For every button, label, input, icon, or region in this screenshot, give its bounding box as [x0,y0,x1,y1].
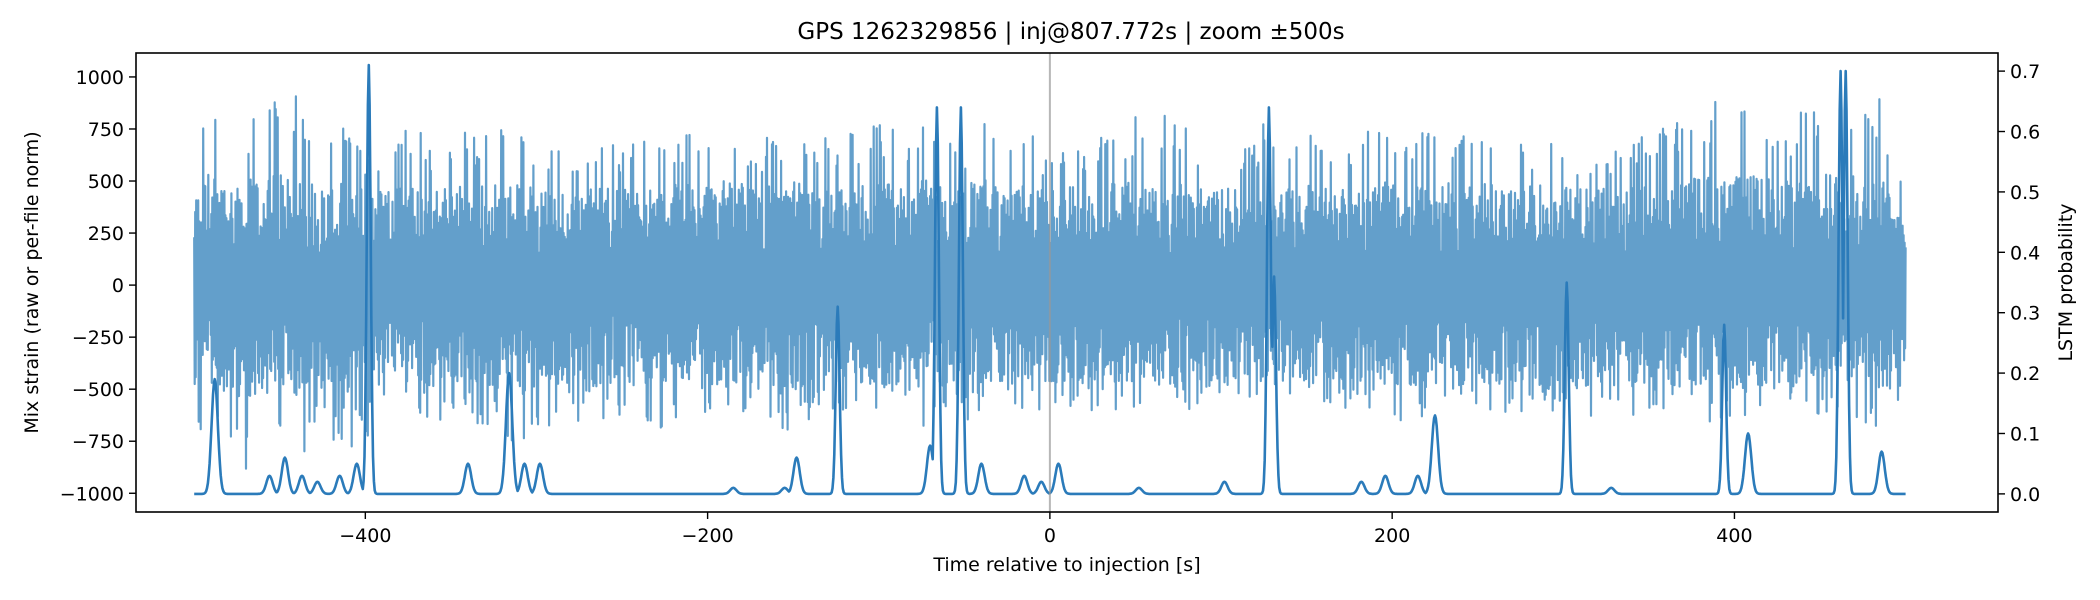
y-axis-left-title: Mix strain (raw or per-file norm) [21,131,43,433]
y-axis-right-title: LSTM probability [2055,203,2077,361]
y-left-tick-label: −750 [72,431,124,453]
x-tick-label: −200 [682,525,734,547]
y-left-tick-label: −500 [72,379,124,401]
y-right-tick-label: 0.6 [2010,122,2040,144]
x-axis-title: Time relative to injection [s] [932,554,1200,576]
y-right-tick-label: 0.3 [2010,303,2040,325]
y-axis-left: −1000 −750 −500 −250 0 250 500 750 1000 [60,67,136,505]
y-right-tick-label: 0.0 [2010,484,2040,506]
plot-frame [135,52,1999,513]
x-tick-label: 400 [1716,525,1752,547]
y-left-tick-label: −250 [72,327,124,349]
y-right-tick-label: 0.2 [2010,363,2040,385]
y-left-tick-label: −1000 [60,483,124,505]
x-tick-label: 200 [1374,525,1410,547]
y-right-tick-label: 0.5 [2010,182,2040,204]
x-tick-label: 0 [1044,525,1056,547]
x-axis: −400 −200 0 200 400 [339,512,1753,547]
y-left-tick-label: 1000 [76,67,124,89]
y-left-tick-label: 0 [112,275,124,297]
chart-title: GPS 1262329856 | inj@807.772s | zoom ±50… [797,19,1344,45]
y-left-tick-label: 250 [88,223,124,245]
y-right-tick-label: 0.7 [2010,61,2040,83]
y-right-tick-label: 0.4 [2010,242,2040,264]
y-left-tick-label: 500 [88,171,124,193]
y-right-tick-label: 0.1 [2010,423,2040,445]
x-tick-label: −400 [339,525,391,547]
y-axis-right: 0.0 0.1 0.2 0.3 0.4 0.5 0.6 0.7 [1998,61,2040,506]
y-left-tick-label: 750 [88,119,124,141]
